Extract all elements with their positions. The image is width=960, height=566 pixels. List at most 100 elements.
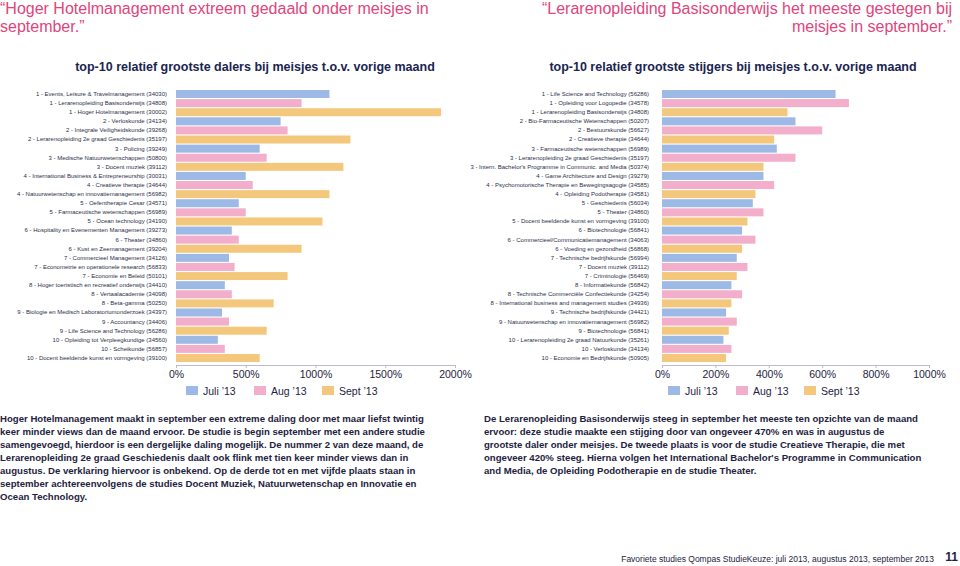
bar <box>176 217 322 225</box>
category-label: 3 - Docent muziek (39112) <box>97 164 167 170</box>
category-label: 1 - Hoger Hotelmanagement (30002) <box>69 109 167 115</box>
category-tick: 1 - Hoger Hotelmanagement (30002) <box>69 109 170 115</box>
bar <box>662 299 731 307</box>
legend-label: Aug ’13 <box>753 385 789 397</box>
left-quote: “Hoger Hotelmanagement extreem gedaald o… <box>0 0 440 36</box>
bar <box>176 290 232 298</box>
value-tick: 500% <box>233 365 260 380</box>
value-tick: 2000% <box>439 365 472 380</box>
category-label: 4 - Game Architecture and Design (39279) <box>536 173 649 179</box>
category-label: 3 - Lerarenopleiding 2e graad Geschieden… <box>510 155 649 161</box>
bar <box>176 154 267 162</box>
category-label: 4 - Creatieve therapie (34644) <box>87 182 167 188</box>
bar <box>176 354 260 362</box>
category-tick: 2 - Bio-Farmaceutische Wetenschappen (50… <box>520 118 652 124</box>
category-tick: 3 - Docent muziek (39112) <box>97 164 170 170</box>
category-label: 3 - Policing (39249) <box>115 146 167 152</box>
legend-item: Juli ’13 <box>668 385 718 397</box>
tick-label: 1000% <box>913 368 946 380</box>
category-tick: 4 - Opleiding Podotherapie (34581) <box>555 191 652 197</box>
bar <box>662 154 796 162</box>
bar <box>176 245 302 253</box>
bar <box>662 263 747 271</box>
category-label: 4 - International Business & Entrepreneu… <box>24 173 167 179</box>
category-label: 8 - Vertaalacademie (34098) <box>91 291 167 297</box>
category-tick: 2 - Lerarenopleiding 2e graad Geschieden… <box>28 136 170 142</box>
legend-swatch <box>186 386 198 395</box>
value-tick: 400% <box>756 365 783 380</box>
category-tick: 3 - Medische Natuurwetenschappen (50800) <box>49 155 170 161</box>
category-label: 6 - Voeding en gezondheid (56868) <box>555 246 649 252</box>
legend-swatch <box>322 386 334 395</box>
bar <box>176 199 239 207</box>
bar <box>176 308 222 316</box>
category-tick: 6 - Kust en Zeemanagement (39204) <box>69 246 170 252</box>
category-label: 5 - Ocean technology (34190) <box>88 218 167 224</box>
category-label: 2 - Verloskunde (34134) <box>103 118 167 124</box>
legend-label: Sept ’13 <box>339 385 378 397</box>
bar <box>176 181 253 189</box>
value-tick: 1500% <box>369 365 402 380</box>
category-label: 8 - Informatiekunde (56842) <box>575 282 649 288</box>
category-tick: 2 - Creatieve therapie (34644) <box>569 136 652 142</box>
category-label: 9 - Biologie en Medisch Laboratoriumonde… <box>17 309 167 315</box>
category-tick: 1 - Opleiding voor Logopedie (34578) <box>550 100 652 106</box>
category-tick: 2 - Bestuurskunde (56627) <box>578 127 652 133</box>
legend-swatch <box>254 386 266 395</box>
tick-label: 200% <box>702 368 729 380</box>
category-tick: 4 - Game Architecture and Design (39279) <box>536 173 652 179</box>
category-tick: 1 - Events, Leisure & Travelmanagement (… <box>36 91 170 97</box>
category-label: 1 - Lerarenopleiding Basisonderwijs (348… <box>50 100 167 106</box>
bar <box>176 327 267 335</box>
category-label: 8 - Beta-gamma (50250) <box>102 300 167 306</box>
bar <box>662 199 753 207</box>
bar <box>662 254 737 262</box>
category-tick: 4 - International Business & Entrepreneu… <box>24 173 170 179</box>
category-tick: 6 - Theater (34860) <box>115 237 170 243</box>
bar <box>176 299 274 307</box>
category-tick: 9 - Life Science and Technology (56286) <box>60 328 170 334</box>
category-label: 3 - Intern. Bachelor's Programme in Comm… <box>470 164 649 170</box>
value-tick: 0% <box>169 365 184 380</box>
category-tick: 10 - Scheikunde (56857) <box>101 346 170 352</box>
category-label: 5 - Docent beeldende kunst en vormgeving… <box>512 218 649 224</box>
category-label: 1 - Lerarenopleiding Basisonderwijs (348… <box>532 109 649 115</box>
category-label: 2 - Creatieve therapie (34644) <box>569 136 649 142</box>
bar <box>176 145 260 153</box>
category-label: 9 - Technische bedrijfskunde (34421) <box>551 309 649 315</box>
category-tick: 9 - Biologie en Medisch Laboratoriumonde… <box>17 309 170 315</box>
bar <box>662 308 726 316</box>
bar <box>662 236 755 244</box>
bar <box>176 208 246 216</box>
legend: Juli ’13Aug ’13Sept ’13 <box>186 385 378 397</box>
category-label: 8 - International business and managemen… <box>491 300 649 306</box>
category-label: 9 - Life Science and Technology (56286) <box>60 328 167 334</box>
category-tick: 5 - Ocean technology (34190) <box>88 218 170 224</box>
bar <box>176 99 302 107</box>
bar <box>176 136 350 144</box>
legend-item: Sept ’13 <box>804 385 860 397</box>
bar <box>176 272 288 280</box>
category-label: 4 - Psychomotorische Therapie en Bewegin… <box>486 182 649 188</box>
left-text: Hoger Hotelmanagement maakt in september… <box>0 412 440 503</box>
category-label: 6 - Theater (34860) <box>115 237 167 243</box>
tick-label: 600% <box>809 368 836 380</box>
tick-label: 0% <box>655 368 670 380</box>
category-tick: 5 - Geschiedenis (56034) <box>582 200 652 206</box>
category-label: 5 - Oefentherapie Cesar (34571) <box>80 200 167 206</box>
category-label: 8 - Technische Commerciële Confectiekund… <box>508 291 649 297</box>
bar <box>662 163 763 171</box>
category-tick: 10 - Docent beeldende kunst en vormgevin… <box>27 355 170 361</box>
bar <box>662 99 849 107</box>
category-tick: 9 - Accountancy (34406) <box>102 319 170 325</box>
category-label: 10 - Opleiding tot Verpleegkundige (3456… <box>53 337 167 343</box>
category-tick: 5 - Theater (34860) <box>597 209 652 215</box>
category-label: 1 - Life Science and Technology (56286) <box>542 91 649 97</box>
category-tick: 6 - Commercieel/Communicatiemanagement (… <box>508 237 652 243</box>
category-tick: 3 - Lerarenopleiding 2e graad Geschieden… <box>510 155 652 161</box>
bar <box>662 227 742 235</box>
chart: top-10 relatief grootste stijgers bij me… <box>470 60 945 397</box>
value-tick: 200% <box>702 365 729 380</box>
category-label: 2 - Bestuurskunde (56627) <box>578 127 649 133</box>
legend-label: Juli ’13 <box>685 385 718 397</box>
